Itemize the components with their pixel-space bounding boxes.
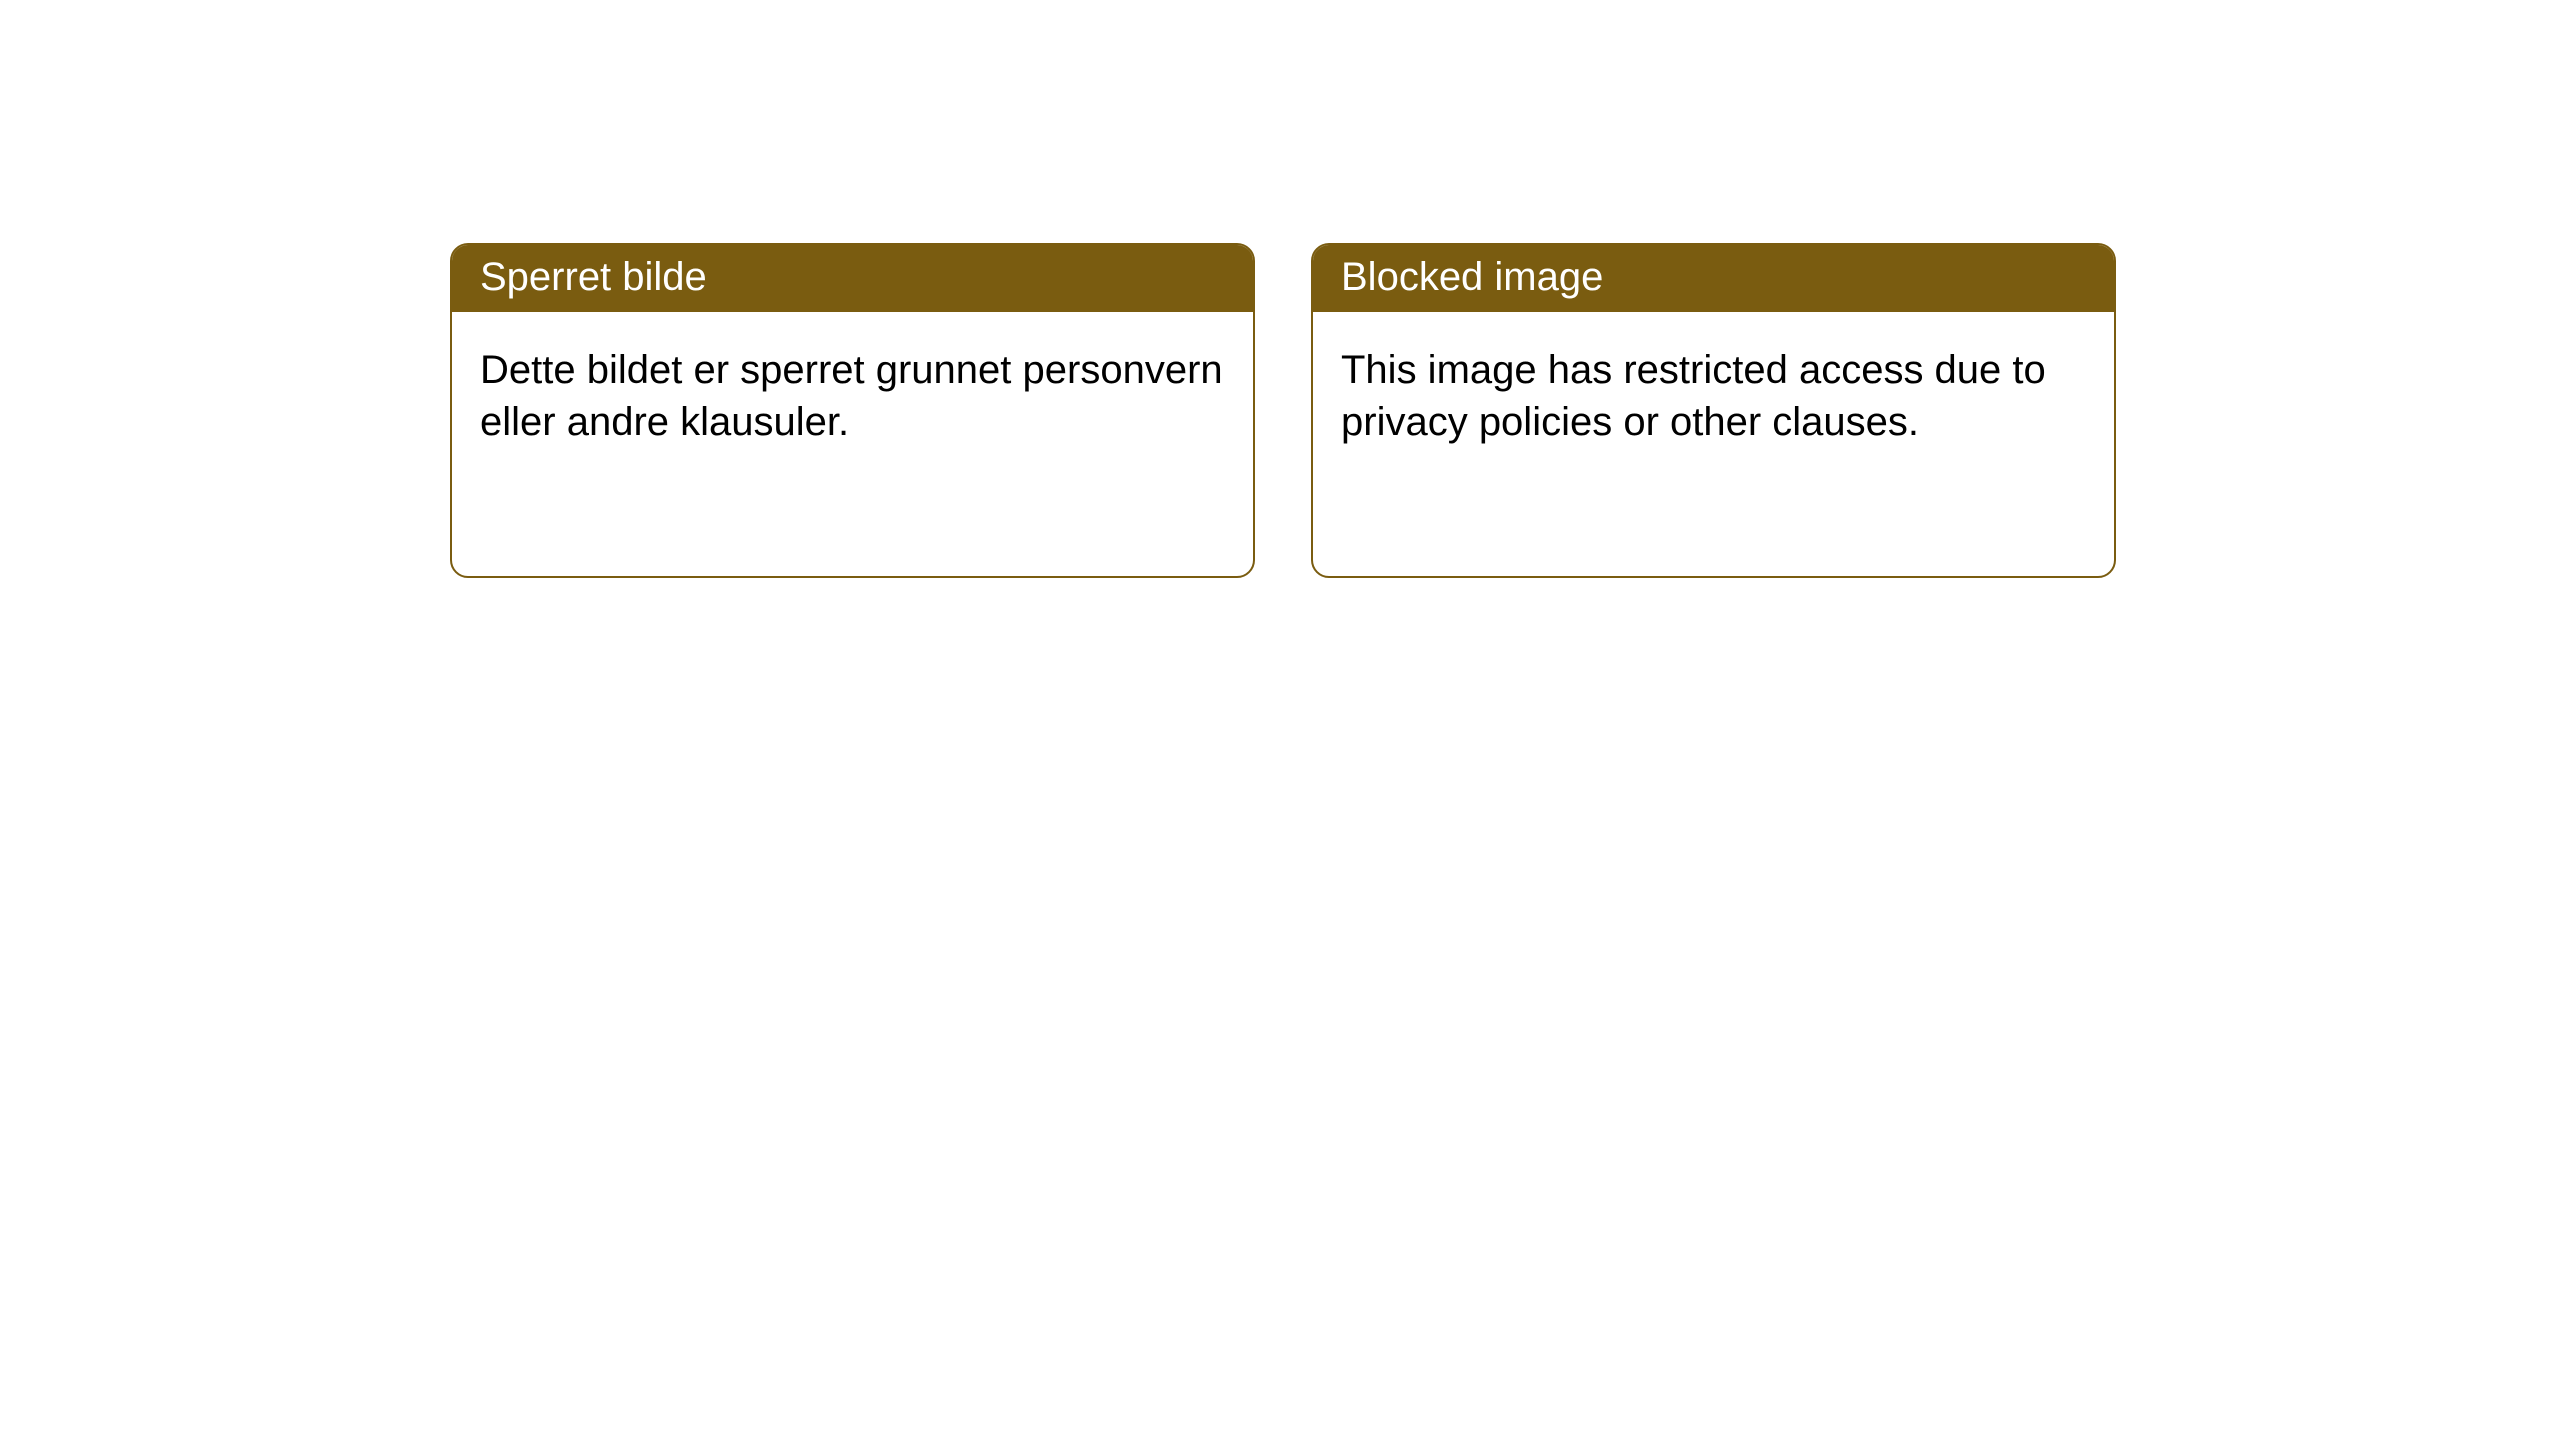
notice-message-english: This image has restricted access due to …	[1313, 312, 2114, 480]
notice-card-norwegian: Sperret bilde Dette bildet er sperret gr…	[450, 243, 1255, 578]
notice-message-norwegian: Dette bildet er sperret grunnet personve…	[452, 312, 1253, 480]
notice-card-english: Blocked image This image has restricted …	[1311, 243, 2116, 578]
notice-container: Sperret bilde Dette bildet er sperret gr…	[0, 0, 2560, 578]
notice-title-norwegian: Sperret bilde	[452, 245, 1253, 312]
notice-title-english: Blocked image	[1313, 245, 2114, 312]
